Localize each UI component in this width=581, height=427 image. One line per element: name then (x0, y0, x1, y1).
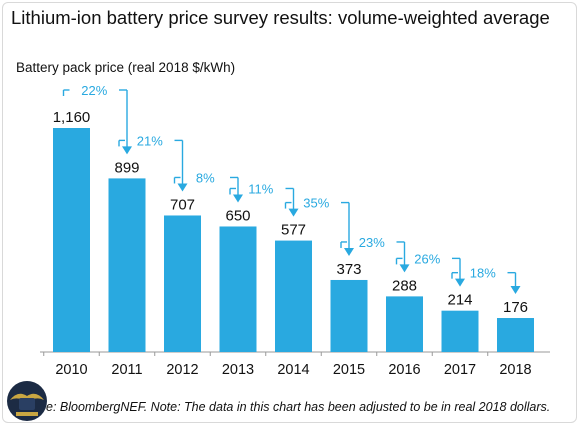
bar-2017 (441, 310, 479, 352)
value-label-2012: 707 (170, 196, 195, 213)
x-tick-2016: 2016 (388, 362, 420, 378)
decline-label-5: 23% (359, 235, 385, 250)
decline-label-7: 18% (470, 266, 496, 281)
x-tick-2018: 2018 (499, 362, 531, 378)
value-label-2013: 650 (225, 207, 250, 224)
decline-arrowhead-3 (288, 208, 299, 217)
value-label-2018: 176 (503, 299, 528, 316)
value-label-2010: 1,160 (53, 109, 91, 126)
bar-2010 (53, 128, 90, 352)
x-tick-2017: 2017 (444, 362, 476, 378)
x-tick-2011: 2011 (111, 362, 142, 378)
bar-2011 (108, 178, 146, 352)
decline-arrowhead-0 (122, 146, 132, 155)
y-axis-label: Battery pack price (real 2018 $/kWh) (16, 60, 236, 75)
value-label-2014: 577 (281, 222, 306, 239)
decline-arrowhead-7 (510, 286, 521, 295)
x-tick-2014: 2014 (277, 362, 309, 378)
decline-arrowhead-2 (233, 194, 243, 203)
decline-label-6: 26% (414, 251, 440, 266)
value-label-2011: 899 (114, 159, 139, 176)
decline-arrowhead-1 (177, 183, 188, 192)
decline-arrowhead-5 (399, 264, 410, 273)
decline-label-3: 11% (248, 181, 273, 196)
decline-label-4: 35% (303, 196, 329, 211)
watermark-logo (7, 381, 47, 421)
decline-label-0: 22% (81, 83, 107, 98)
bar-2012 (164, 215, 201, 352)
x-tick-2012: 2012 (166, 362, 198, 378)
chart-title: Lithium-ion battery price survey results… (11, 7, 550, 28)
bar-2018 (497, 318, 534, 352)
x-tick-2010: 2010 (55, 362, 87, 378)
decline-arrowhead-4 (344, 247, 354, 256)
value-label-2017: 214 (447, 292, 472, 309)
source-note: e: BloombergNEF. Note: The data in this … (46, 400, 551, 414)
decline-label-1: 21% (137, 133, 163, 148)
value-label-2016: 288 (392, 277, 417, 294)
bar-2014 (275, 240, 312, 352)
chart-frame (2, 2, 577, 423)
decline-arrowhead-6 (455, 278, 465, 287)
bar-2015 (330, 279, 368, 352)
value-label-2015: 373 (336, 261, 361, 278)
bar-2016 (386, 296, 423, 352)
x-tick-2013: 2013 (222, 362, 254, 378)
decline-label-2: 8% (196, 170, 215, 185)
x-tick-2015: 2015 (333, 362, 365, 378)
bar-2013 (219, 226, 257, 352)
